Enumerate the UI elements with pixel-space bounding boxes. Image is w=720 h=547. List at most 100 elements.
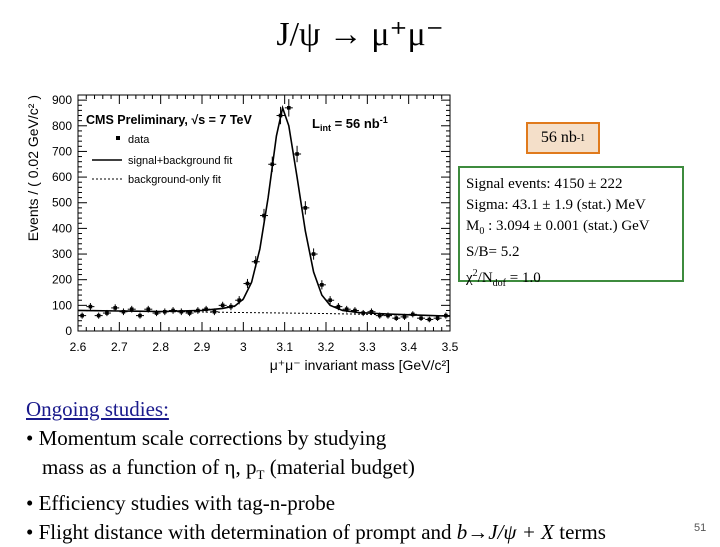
x-tick-label: 3.5 [442,340,459,354]
chart-title: CMS Preliminary, √s = 7 TeV [86,113,253,127]
data-point [361,311,365,315]
y-tick-label: 300 [52,247,72,261]
fit-sigma: Sigma: 43.1 ± 1.9 (stat.) MeV [466,197,646,213]
luminosity-label: Lint = 56 nb-1 [312,115,388,133]
x-tick-label: 2.7 [111,340,128,354]
y-tick-label: 800 [52,119,72,133]
data-point [419,316,423,320]
studies-item-flight-formula: b→J/ψ + X [456,520,554,545]
fit-signal-events: Signal events: 4150 ± 222 [466,176,623,192]
data-point [220,303,225,308]
fit-chi2: χ2/Ndof = 1.0 [466,263,682,294]
x-tick-label: 3.1 [276,340,293,354]
y-tick-label: 200 [52,273,72,287]
data-point [386,313,390,318]
fit-results-box: Signal events: 4150 ± 222 Sigma: 43.1 ± … [458,166,684,289]
mass-plot: 0 100 200 300 400 500 600 700 800 900 2.6 2.7 2.8 2.9… [25,93,459,373]
page-number: 51 [694,522,707,534]
data-point [295,152,299,156]
luminosity-box-unit-exp: -1 [576,132,586,144]
fit-sb: S/B= 5.2 [466,244,520,260]
y-tick-label: 900 [52,93,72,107]
data-point [344,307,349,311]
studies-item-momentum-text: mass as a function of η, p [42,455,257,479]
data-point [80,313,84,318]
data-point [179,309,184,314]
data-point [163,309,167,314]
legend-marker-data [116,136,120,140]
x-tick-label: 3.2 [318,340,335,354]
studies-item-momentum-cont: mass as a function of η, pT (material bu… [26,453,706,489]
data-point [96,313,101,318]
studies-item-momentum-tail: (material budget) [264,455,415,479]
luminosity-box: 56 nb -1 [526,122,600,154]
data-point [138,313,142,318]
fit-chi-label: χ [466,270,473,286]
data-point [311,252,316,256]
data-point [402,315,407,319]
y-tick-label: 100 [52,298,72,312]
data-point [154,311,159,315]
y-axis-label: Events / ( 0.02 GeV/c² ) [25,95,41,241]
data-point [121,309,126,314]
data-point [245,281,250,286]
y-tick-label: 400 [52,221,72,235]
data-point [196,308,200,313]
data-point [253,259,258,264]
data-point [146,307,151,311]
data-point [303,206,308,210]
studies-item-flight-text: • Flight distance with determination of … [26,520,457,545]
data-point [427,317,432,322]
data-point [88,304,93,309]
data-point [336,304,341,309]
x-tick-label: 2.6 [70,340,87,354]
data-point [237,298,241,303]
data-point [353,308,357,313]
studies-heading: Ongoing studies: [26,397,169,421]
data-point [212,309,217,314]
data-point [377,313,382,318]
data-point [320,283,324,287]
fit-chi-mid: /N [477,270,493,286]
data-point [270,162,275,167]
data-point [411,312,415,317]
studies-item-momentum-sub: T [256,467,265,483]
y-tick-label: 0 [65,324,72,338]
y-tick-label: 500 [52,196,72,210]
fit-m0: M0 : 3.094 ± 0.001 (stat.) GeV [466,216,682,242]
studies-list: Ongoing studies: • Momentum scale correc… [26,395,706,547]
data-point [171,308,175,313]
x-tick-label: 3.3 [359,340,376,354]
studies-item-flight: • Flight distance with determination of … [26,518,706,547]
fit-m0-label: M [466,218,480,234]
fit-chi-sup: 2 [472,268,478,279]
fit-m0-sub: 0 [479,226,485,237]
data-point [444,313,448,318]
studies-item-momentum: • Momentum scale corrections by studying [26,426,387,450]
y-tick-label: 700 [52,144,72,158]
legend-label-signal: signal+background fit [128,155,232,167]
legend-label-background: background-only fit [128,174,221,186]
studies-item-efficiency: • Efficiency studies with tag-n-probe [26,491,336,516]
x-axis-label: μ⁺μ⁻ invariant mass [GeV/c²] [270,357,450,373]
x-tick-label: 3.4 [400,340,417,354]
fit-chi-sub: dof [492,278,507,289]
data-point [187,311,192,315]
data-point [328,298,332,303]
x-tick-label: 2.8 [152,340,169,354]
data-point [262,213,266,218]
x-tick-label: 3 [240,340,247,354]
data-point [229,304,233,309]
studies-item-flight-tail: terms [553,520,606,545]
data-point [105,311,109,315]
fit-chi-value: = 1.0 [506,270,541,286]
legend-label-data: data [128,134,150,146]
data-point [129,307,134,311]
slide-title: J/ψ → μ⁺μ⁻ [276,16,444,53]
fit-m0-value: : 3.094 ± 0.001 (stat.) GeV [484,218,650,234]
data-point [287,106,291,110]
data-point [113,306,117,310]
signal-background-fit-line [77,104,451,317]
data-point [435,316,440,320]
background-only-fit-line [77,309,451,317]
